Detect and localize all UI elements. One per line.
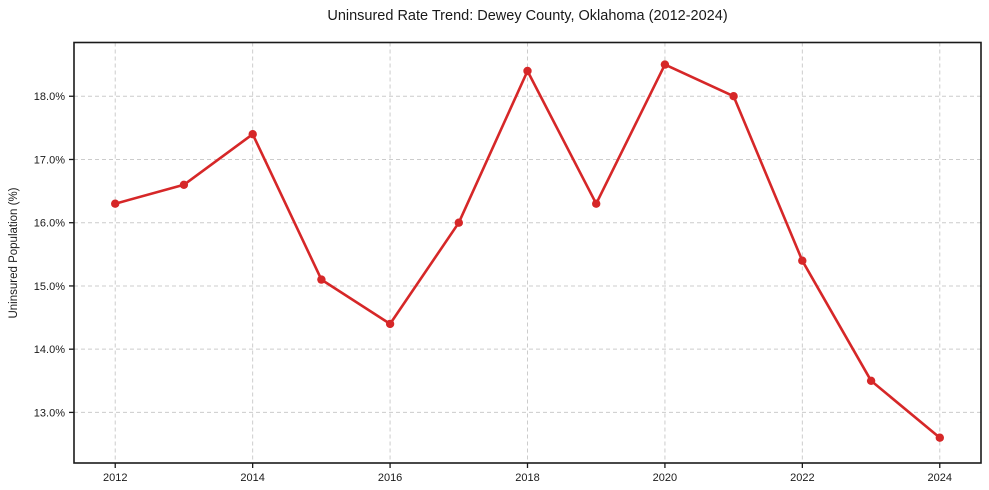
chart-title: Uninsured Rate Trend: Dewey County, Okla… — [327, 8, 728, 24]
x-tick-label: 2012 — [103, 472, 127, 484]
data-point — [866, 376, 876, 385]
y-tick-label: 15.0% — [34, 281, 65, 293]
data-point — [935, 433, 944, 442]
x-tick-label: 2022 — [790, 472, 814, 484]
data-point — [317, 275, 326, 284]
data-point — [592, 199, 601, 208]
x-tick-label: 2018 — [515, 472, 539, 484]
data-point — [179, 180, 189, 189]
data-point — [385, 319, 395, 329]
data-point — [523, 66, 532, 76]
y-tick-label: 18.0% — [34, 91, 65, 103]
y-tick-label: 17.0% — [34, 154, 65, 166]
x-tick-label: 2020 — [653, 472, 677, 484]
x-tick-label: 2014 — [240, 472, 264, 484]
data-point — [248, 130, 257, 139]
data-point — [111, 199, 120, 208]
y-tick-label: 13.0% — [34, 407, 65, 419]
x-tick-label: 2016 — [378, 472, 402, 484]
data-point — [660, 60, 670, 69]
y-tick-label: 14.0% — [34, 344, 65, 356]
y-tick-label: 16.0% — [34, 218, 65, 230]
data-point — [454, 218, 463, 227]
data-point — [798, 256, 807, 265]
data-point — [729, 92, 738, 101]
x-tick-label: 2024 — [928, 472, 952, 484]
